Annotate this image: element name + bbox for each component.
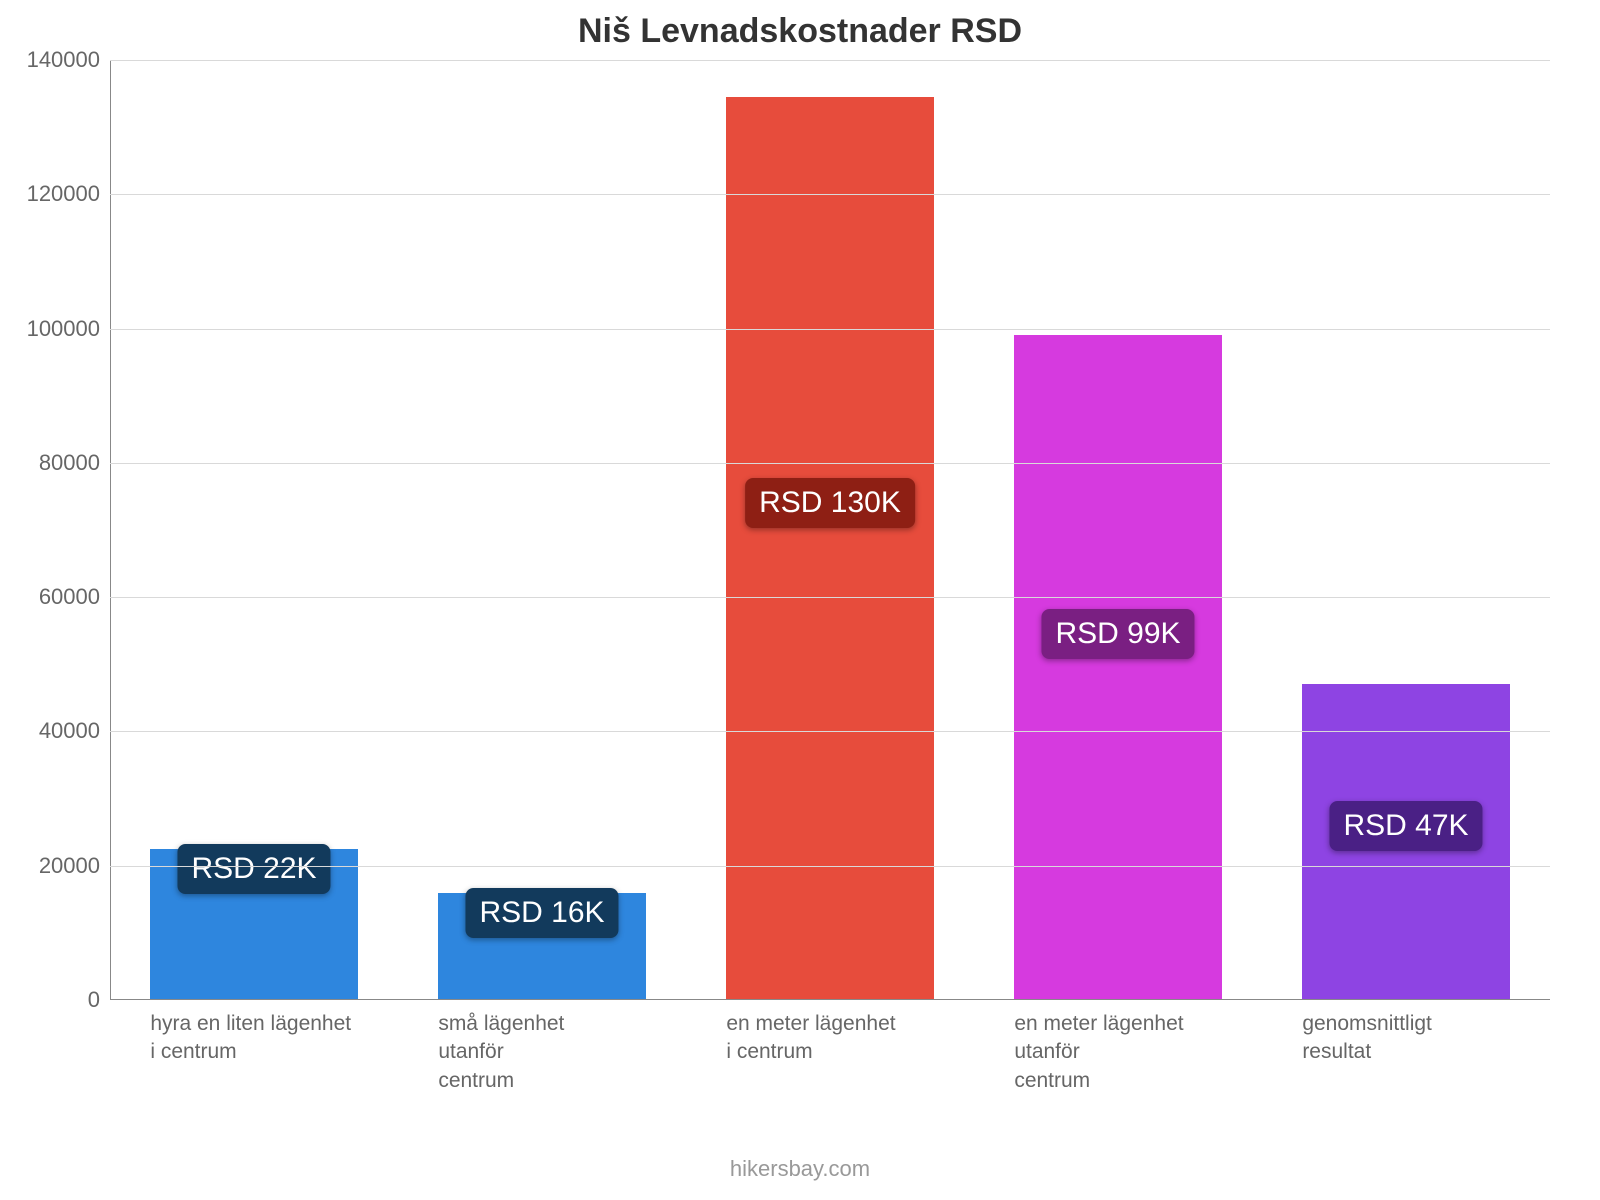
value-badge: RSD 99K	[1041, 609, 1194, 659]
y-tick-label: 120000	[10, 181, 100, 207]
cost-of-living-chart: Niš Levnadskostnader RSD RSD 22KRSD 16KR…	[0, 0, 1600, 1200]
bar	[726, 97, 933, 1000]
y-tick-label: 80000	[10, 450, 100, 476]
chart-title: Niš Levnadskostnader RSD	[0, 12, 1600, 51]
value-badge: RSD 130K	[745, 478, 915, 528]
grid-line	[110, 329, 1550, 330]
x-tick-label: genomsnittligt resultat	[1302, 1010, 1549, 1067]
x-tick-label: en meter lägenhet i centrum	[726, 1010, 973, 1067]
value-badge: RSD 47K	[1329, 801, 1482, 851]
grid-line	[110, 597, 1550, 598]
bar	[1014, 335, 1221, 1000]
x-axis-line	[110, 999, 1550, 1000]
bars-layer: RSD 22K RSD 16K RSD 130K RSD 99K RSD 47K	[110, 60, 1550, 1000]
source-label: hikersbay.com	[0, 1156, 1600, 1182]
value-badge: RSD 16K	[465, 888, 618, 938]
grid-line	[110, 463, 1550, 464]
y-tick-label: 40000	[10, 718, 100, 744]
y-tick-label: 100000	[10, 316, 100, 342]
x-tick-label: hyra en liten lägenhet i centrum	[150, 1010, 397, 1067]
y-tick-label: 0	[10, 987, 100, 1013]
grid-line	[110, 731, 1550, 732]
y-tick-label: 60000	[10, 584, 100, 610]
y-axis-line	[110, 60, 111, 1000]
y-tick-label: 20000	[10, 853, 100, 879]
value-badge: RSD 22K	[177, 844, 330, 894]
plot-area: RSD 22KRSD 16KRSD 130KRSD 99KRSD 47K 020…	[110, 60, 1550, 1000]
grid-line	[110, 60, 1550, 61]
grid-line	[110, 194, 1550, 195]
grid-line	[110, 866, 1550, 867]
y-tick-label: 140000	[10, 47, 100, 73]
x-tick-label: en meter lägenhet utanför centrum	[1014, 1010, 1261, 1095]
x-tick-label: små lägenhet utanför centrum	[438, 1010, 685, 1095]
